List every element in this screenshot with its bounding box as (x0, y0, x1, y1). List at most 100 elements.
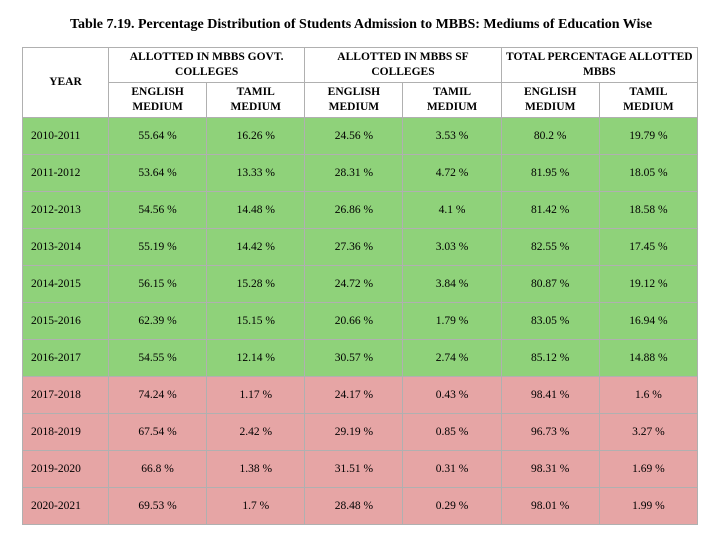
cell-value: 18.05 % (599, 154, 697, 191)
col-subheader: ENGLISHMEDIUM (501, 82, 599, 117)
cell-value: 85.12 % (501, 339, 599, 376)
cell-year: 2017-2018 (23, 376, 109, 413)
col-subheader: TAMILMEDIUM (599, 82, 697, 117)
table-row: 2010-201155.64 %16.26 %24.56 %3.53 %80.2… (23, 117, 698, 154)
col-header-group: ALLOTTED IN MBBS SF COLLEGES (305, 47, 501, 82)
cell-value: 98.01 % (501, 487, 599, 524)
cell-value: 14.48 % (207, 191, 305, 228)
cell-value: 56.15 % (109, 265, 207, 302)
cell-year: 2016-2017 (23, 339, 109, 376)
cell-value: 80.2 % (501, 117, 599, 154)
cell-value: 82.55 % (501, 228, 599, 265)
cell-value: 31.51 % (305, 450, 403, 487)
col-subheader: TAMILMEDIUM (207, 82, 305, 117)
cell-value: 28.48 % (305, 487, 403, 524)
table-row: 2011-201253.64 %13.33 %28.31 %4.72 %81.9… (23, 154, 698, 191)
table-row: 2015-201662.39 %15.15 %20.66 %1.79 %83.0… (23, 302, 698, 339)
cell-value: 24.56 % (305, 117, 403, 154)
cell-value: 2.74 % (403, 339, 501, 376)
cell-value: 96.73 % (501, 413, 599, 450)
cell-value: 54.55 % (109, 339, 207, 376)
cell-value: 24.72 % (305, 265, 403, 302)
cell-value: 53.64 % (109, 154, 207, 191)
cell-value: 0.85 % (403, 413, 501, 450)
col-subheader: TAMILMEDIUM (403, 82, 501, 117)
cell-value: 81.95 % (501, 154, 599, 191)
cell-year: 2011-2012 (23, 154, 109, 191)
cell-value: 98.31 % (501, 450, 599, 487)
cell-year: 2020-2021 (23, 487, 109, 524)
table-title: Table 7.19. Percentage Distribution of S… (22, 12, 698, 39)
cell-value: 4.72 % (403, 154, 501, 191)
table-row: 2020-202169.53 %1.7 %28.48 %0.29 %98.01 … (23, 487, 698, 524)
table-row: 2012-201354.56 %14.48 %26.86 %4.1 %81.42… (23, 191, 698, 228)
cell-year: 2018-2019 (23, 413, 109, 450)
cell-value: 1.79 % (403, 302, 501, 339)
cell-value: 2.42 % (207, 413, 305, 450)
cell-year: 2013-2014 (23, 228, 109, 265)
cell-value: 12.14 % (207, 339, 305, 376)
table-row: 2013-201455.19 %14.42 %27.36 %3.03 %82.5… (23, 228, 698, 265)
cell-value: 26.86 % (305, 191, 403, 228)
col-subheader: ENGLISHMEDIUM (109, 82, 207, 117)
distribution-table: YEARALLOTTED IN MBBS GOVT. COLLEGESALLOT… (22, 47, 698, 525)
col-header-group: TOTAL PERCENTAGE ALLOTTED MBBS (501, 47, 697, 82)
col-header-group: ALLOTTED IN MBBS GOVT. COLLEGES (109, 47, 305, 82)
cell-value: 1.6 % (599, 376, 697, 413)
cell-value: 0.31 % (403, 450, 501, 487)
cell-value: 3.53 % (403, 117, 501, 154)
cell-year: 2012-2013 (23, 191, 109, 228)
cell-value: 66.8 % (109, 450, 207, 487)
table-header: YEARALLOTTED IN MBBS GOVT. COLLEGESALLOT… (23, 47, 698, 117)
cell-value: 1.7 % (207, 487, 305, 524)
cell-value: 24.17 % (305, 376, 403, 413)
cell-value: 74.24 % (109, 376, 207, 413)
cell-value: 1.99 % (599, 487, 697, 524)
cell-value: 18.58 % (599, 191, 697, 228)
cell-value: 27.36 % (305, 228, 403, 265)
cell-year: 2010-2011 (23, 117, 109, 154)
cell-value: 14.42 % (207, 228, 305, 265)
cell-value: 55.19 % (109, 228, 207, 265)
cell-value: 1.38 % (207, 450, 305, 487)
cell-value: 20.66 % (305, 302, 403, 339)
cell-value: 1.17 % (207, 376, 305, 413)
cell-value: 16.26 % (207, 117, 305, 154)
cell-value: 83.05 % (501, 302, 599, 339)
cell-value: 29.19 % (305, 413, 403, 450)
table-row: 2016-201754.55 %12.14 %30.57 %2.74 %85.1… (23, 339, 698, 376)
cell-value: 1.69 % (599, 450, 697, 487)
cell-year: 2019-2020 (23, 450, 109, 487)
col-header-year: YEAR (23, 47, 109, 117)
cell-value: 69.53 % (109, 487, 207, 524)
cell-value: 14.88 % (599, 339, 697, 376)
cell-value: 17.45 % (599, 228, 697, 265)
table-body: 2010-201155.64 %16.26 %24.56 %3.53 %80.2… (23, 117, 698, 524)
cell-value: 28.31 % (305, 154, 403, 191)
cell-value: 13.33 % (207, 154, 305, 191)
cell-value: 55.64 % (109, 117, 207, 154)
table-row: 2014-201556.15 %15.28 %24.72 %3.84 %80.8… (23, 265, 698, 302)
cell-value: 98.41 % (501, 376, 599, 413)
cell-value: 3.84 % (403, 265, 501, 302)
cell-value: 19.79 % (599, 117, 697, 154)
table-row: 2019-202066.8 %1.38 %31.51 %0.31 %98.31 … (23, 450, 698, 487)
cell-value: 15.15 % (207, 302, 305, 339)
cell-year: 2015-2016 (23, 302, 109, 339)
col-subheader: ENGLISHMEDIUM (305, 82, 403, 117)
cell-value: 19.12 % (599, 265, 697, 302)
table-row: 2018-201967.54 %2.42 %29.19 %0.85 %96.73… (23, 413, 698, 450)
table-row: 2017-201874.24 %1.17 %24.17 %0.43 %98.41… (23, 376, 698, 413)
cell-value: 62.39 % (109, 302, 207, 339)
cell-value: 54.56 % (109, 191, 207, 228)
cell-value: 4.1 % (403, 191, 501, 228)
cell-value: 3.27 % (599, 413, 697, 450)
cell-value: 80.87 % (501, 265, 599, 302)
cell-value: 0.43 % (403, 376, 501, 413)
cell-value: 0.29 % (403, 487, 501, 524)
cell-value: 15.28 % (207, 265, 305, 302)
cell-value: 16.94 % (599, 302, 697, 339)
cell-value: 3.03 % (403, 228, 501, 265)
cell-value: 81.42 % (501, 191, 599, 228)
cell-value: 67.54 % (109, 413, 207, 450)
